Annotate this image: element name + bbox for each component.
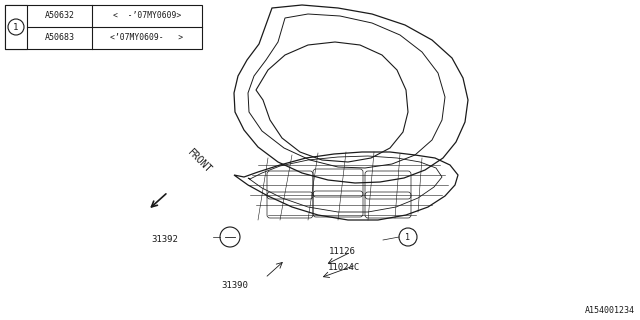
Text: 1: 1 [13,22,19,31]
Text: 31390: 31390 [221,281,248,290]
Bar [5,5,27,49]
Text: 1: 1 [406,233,410,242]
Text: 11126: 11126 [329,247,356,257]
Bar [5,5,202,49]
Text: 11024C: 11024C [328,262,360,271]
Text: A154001234: A154001234 [585,306,635,315]
Text: <’07MY0609-   >: <’07MY0609- > [111,34,184,43]
Text: <  -’07MY0609>: < -’07MY0609> [113,12,181,20]
Text: 31392: 31392 [151,236,178,244]
Text: A50632: A50632 [45,12,74,20]
Text: A50683: A50683 [45,34,74,43]
Text: FRONT: FRONT [185,147,213,175]
